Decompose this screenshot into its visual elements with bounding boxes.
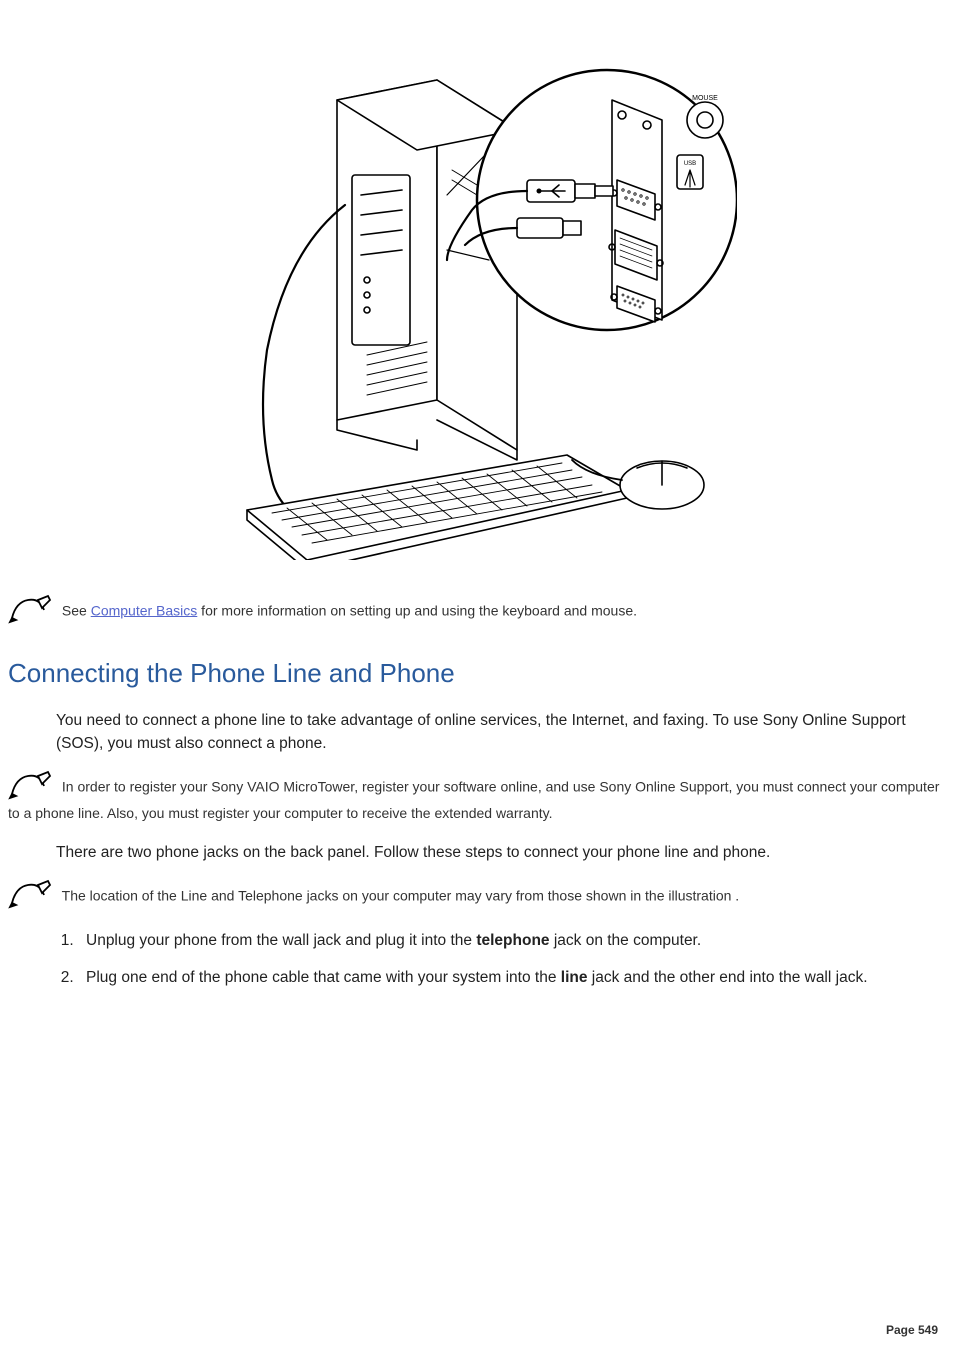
note3-text: The location of the Line and Telephone j… xyxy=(62,888,740,904)
note2-text: In order to register your Sony VAIO Micr… xyxy=(8,779,939,821)
section-heading: Connecting the Phone Line and Phone xyxy=(8,655,946,693)
two-jacks-paragraph: There are two phone jacks on the back pa… xyxy=(56,842,946,864)
note1-suffix: for more information on setting up and u… xyxy=(197,602,637,618)
note-icon xyxy=(8,770,52,800)
note-icon xyxy=(8,879,52,909)
step-1: Unplug your phone from the wall jack and… xyxy=(78,930,946,952)
note-see-computer-basics: See Computer Basics for more information… xyxy=(8,597,946,627)
svg-text:USB: USB xyxy=(684,161,696,167)
note1-prefix: See xyxy=(62,602,91,618)
step2-post: jack and the other end into the wall jac… xyxy=(587,969,867,986)
note-jack-location: The location of the Line and Telephone j… xyxy=(8,882,946,912)
page-number: Page 549 xyxy=(886,1322,938,1339)
step1-post: jack on the computer. xyxy=(550,932,702,949)
step1-bold: telephone xyxy=(476,932,549,949)
note-register-vaio: In order to register your Sony VAIO Micr… xyxy=(8,773,946,823)
intro-paragraph: You need to connect a phone line to take… xyxy=(56,710,946,755)
steps-list: Unplug your phone from the wall jack and… xyxy=(56,930,946,989)
step1-pre: Unplug your phone from the wall jack and… xyxy=(86,932,476,949)
svg-text:MOUSE: MOUSE xyxy=(692,95,718,102)
step2-pre: Plug one end of the phone cable that cam… xyxy=(86,969,561,986)
computer-illustration: MOUSE USB xyxy=(8,20,946,567)
note-icon xyxy=(8,594,52,624)
computer-basics-link[interactable]: Computer Basics xyxy=(91,602,198,618)
step2-bold: line xyxy=(561,969,588,986)
step-2: Plug one end of the phone cable that cam… xyxy=(78,967,946,989)
